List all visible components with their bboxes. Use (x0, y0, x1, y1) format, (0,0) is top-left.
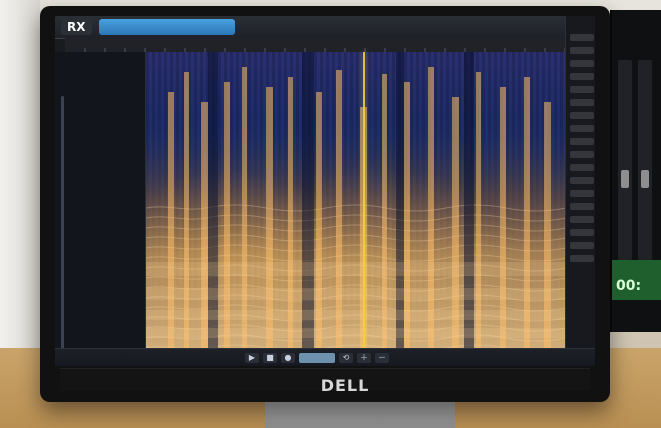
module-item[interactable] (570, 125, 594, 132)
fader[interactable] (618, 60, 632, 260)
monitor-bezel-bottom (60, 368, 590, 391)
module-item[interactable] (570, 34, 594, 41)
green-meter (612, 260, 661, 300)
module-item[interactable] (570, 138, 594, 145)
fader[interactable] (638, 60, 652, 260)
playhead[interactable] (363, 52, 365, 352)
module-item[interactable] (570, 190, 594, 197)
module-item[interactable] (570, 112, 594, 119)
module-item[interactable] (570, 151, 594, 158)
module-item[interactable] (570, 229, 594, 236)
module-item[interactable] (570, 60, 594, 67)
record-icon[interactable]: ● (281, 353, 295, 363)
module-panel (565, 16, 595, 366)
mixer-faders (618, 60, 661, 260)
spectrogram[interactable] (145, 52, 567, 348)
module-item[interactable] (570, 47, 594, 54)
monitor-brand: DELL (320, 376, 370, 395)
rx-logo: RX (61, 19, 92, 35)
zoom-in-icon[interactable]: ＋ (357, 353, 371, 363)
zoom-out-icon[interactable]: － (375, 353, 389, 363)
module-item[interactable] (570, 216, 594, 223)
module-item[interactable] (570, 99, 594, 106)
left-scrollbar[interactable] (61, 96, 64, 356)
ruler-ticks (84, 48, 586, 52)
rx-screen: RX (55, 16, 595, 366)
module-item[interactable] (570, 86, 594, 93)
module-item[interactable] (570, 73, 594, 80)
top-bar: RX (55, 16, 595, 39)
loop-icon[interactable]: ⟲ (339, 353, 353, 363)
module-item[interactable] (570, 177, 594, 184)
time-display (299, 353, 335, 363)
file-tab[interactable] (99, 19, 235, 35)
play-icon[interactable]: ▶ (245, 353, 259, 363)
stop-icon[interactable]: ■ (263, 353, 277, 363)
module-item[interactable] (570, 164, 594, 171)
monitor: RX (40, 6, 610, 402)
module-list (570, 34, 594, 284)
module-item[interactable] (570, 242, 594, 249)
transport-controls: ▶ ■ ● ⟲ ＋ － (245, 352, 455, 364)
spectrogram-art (146, 52, 566, 348)
bottom-toolbar: ▶ ■ ● ⟲ ＋ － (55, 348, 595, 366)
left-panel (55, 52, 146, 356)
time-readout: 00: (616, 278, 642, 294)
time-ruler (65, 38, 595, 53)
module-item[interactable] (570, 255, 594, 262)
module-item[interactable] (570, 203, 594, 210)
second-monitor: 00: (610, 10, 661, 332)
